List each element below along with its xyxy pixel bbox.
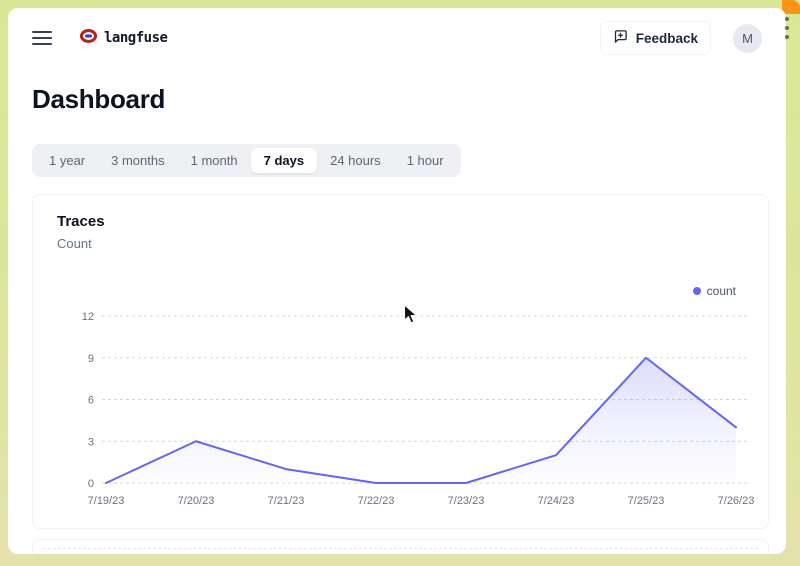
langfuse-logo-icon [79, 28, 98, 48]
avatar[interactable]: M [733, 23, 762, 53]
frame-drag-dots-icon [785, 17, 789, 39]
traces-card: Traces Count count 0 3 6 9 12 7/19/23 7/20/23 7… [32, 194, 769, 529]
time-range-tabs: 1 year 3 months 1 month 7 days 24 hours … [32, 144, 461, 177]
tab-24-hours[interactable]: 24 hours [330, 153, 381, 168]
svg-text:7/21/23: 7/21/23 [268, 495, 305, 507]
tab-3-months[interactable]: 3 months [111, 153, 165, 168]
brand[interactable]: langfuse [79, 28, 168, 48]
svg-text:6: 6 [88, 395, 94, 407]
next-card-partial [32, 539, 769, 554]
feedback-label: Feedback [635, 30, 698, 46]
svg-text:7/20/23: 7/20/23 [178, 495, 215, 507]
next-card-gridline [43, 548, 758, 549]
svg-text:7/19/23: 7/19/23 [88, 495, 125, 507]
chart-legend: count [57, 283, 744, 299]
svg-text:7/22/23: 7/22/23 [358, 495, 395, 507]
count-line [105, 356, 737, 484]
traces-chart-svg: 0 3 6 9 12 7/19/23 7/20/23 7/21/23 7/22/23 7/23/2… [82, 311, 755, 507]
svg-text:7/24/23: 7/24/23 [538, 495, 575, 507]
svg-text:0: 0 [88, 478, 94, 490]
area-fill [106, 357, 736, 483]
svg-text:7/23/23: 7/23/23 [448, 495, 485, 507]
app-window: langfuse Feedback M Dashboard 1 year 3 m… [8, 8, 786, 554]
message-square-plus-icon [613, 29, 628, 47]
legend-dot-icon [692, 287, 701, 295]
menu-icon[interactable] [32, 31, 52, 45]
svg-text:12: 12 [82, 311, 94, 323]
tab-1-year[interactable]: 1 year [49, 153, 86, 168]
legend-item-count: count [692, 284, 736, 298]
brand-name: langfuse [104, 30, 168, 46]
frame-corner-accent [782, 0, 800, 14]
card-subtitle: Count [57, 236, 92, 251]
top-bar: langfuse Feedback M [8, 8, 786, 60]
page-title: Dashboard [32, 84, 166, 114]
card-title: Traces [57, 213, 105, 230]
tab-7-days[interactable]: 7 days [250, 148, 318, 173]
feedback-button[interactable]: Feedback [599, 21, 711, 55]
svg-text:7/26/23: 7/26/23 [718, 495, 755, 507]
y-axis-labels: 0 3 6 9 12 [82, 311, 94, 490]
svg-text:3: 3 [88, 436, 94, 448]
tab-1-hour[interactable]: 1 hour [406, 153, 444, 168]
svg-text:9: 9 [88, 353, 94, 365]
svg-text:7/25/23: 7/25/23 [628, 495, 665, 507]
legend-label: count [706, 284, 736, 298]
tab-1-month[interactable]: 1 month [190, 153, 238, 168]
x-axis-labels: 7/19/23 7/20/23 7/21/23 7/22/23 7/23/23 7/24/… [88, 495, 755, 507]
